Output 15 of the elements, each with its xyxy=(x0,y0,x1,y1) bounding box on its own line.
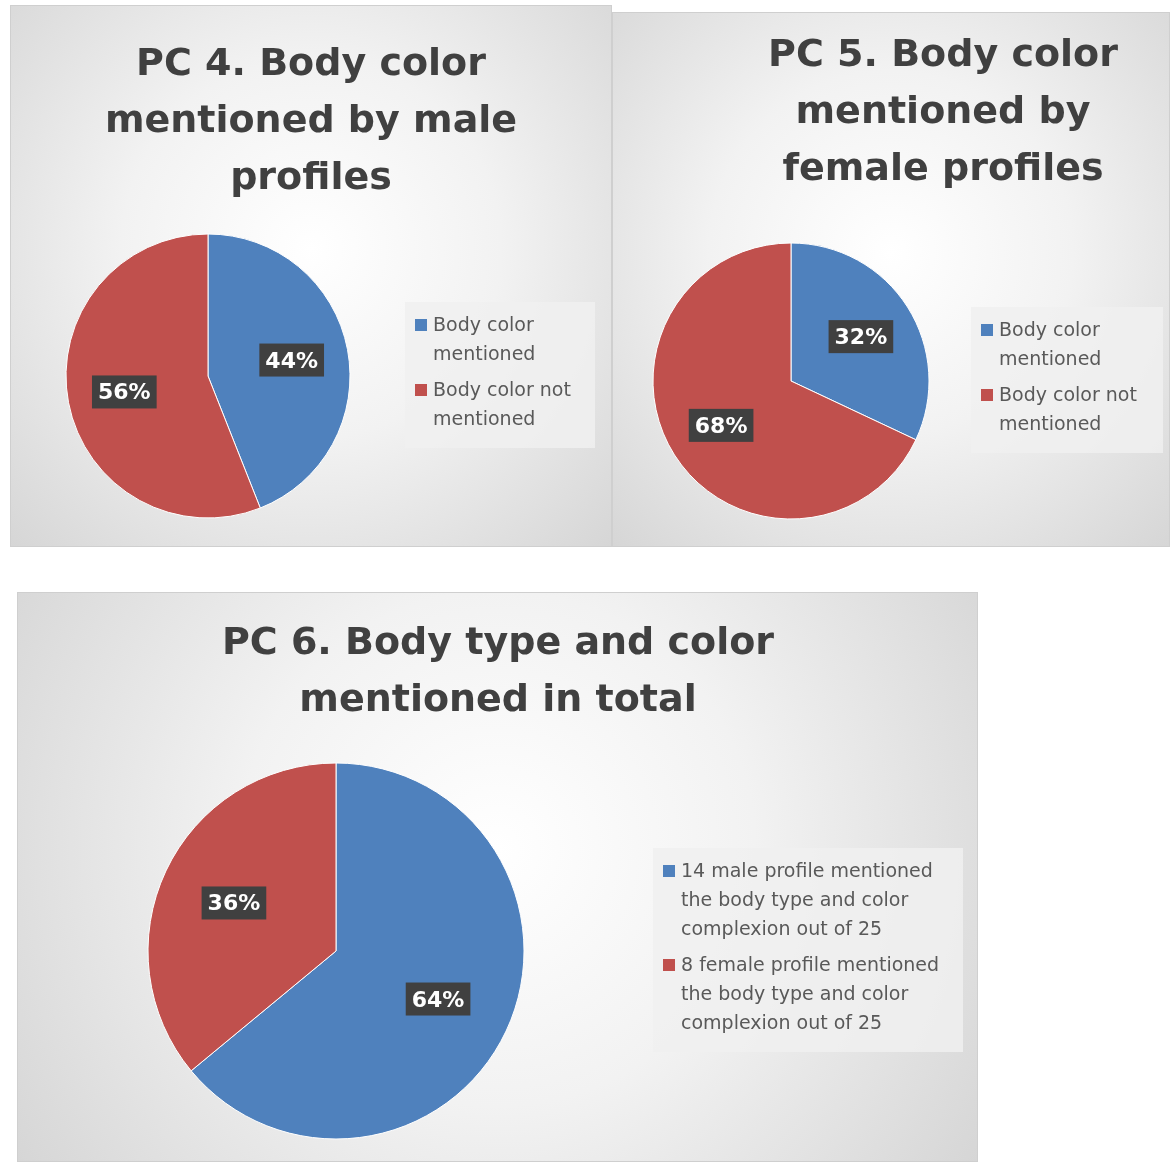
legend-label: Body color mentioned xyxy=(999,317,1103,371)
legend-label: Body color not mentioned xyxy=(433,377,572,431)
data-label: 56% xyxy=(97,379,151,405)
data-label: 64% xyxy=(411,986,465,1012)
legend-label: 14 male profile mentioned the body type and color complexion out of 25 xyxy=(681,858,934,941)
chart-title: PC 4. Body color mentioned by male profiles xyxy=(103,39,519,200)
legend-label: Body color not mentioned xyxy=(999,382,1138,436)
data-label: 68% xyxy=(694,412,748,438)
legend-label: Body color mentioned xyxy=(433,312,537,366)
data-label: 32% xyxy=(834,324,888,350)
data-label: 36% xyxy=(207,890,261,916)
chart-title: PC 5. Body color mentioned by female profiles xyxy=(767,30,1119,191)
legend-label: 8 female profile mentioned the body type and color complexion out of 25 xyxy=(681,952,941,1035)
data-label: 44% xyxy=(265,347,319,373)
chart-title: PC 6. Body type and color mentioned in total xyxy=(220,618,776,722)
